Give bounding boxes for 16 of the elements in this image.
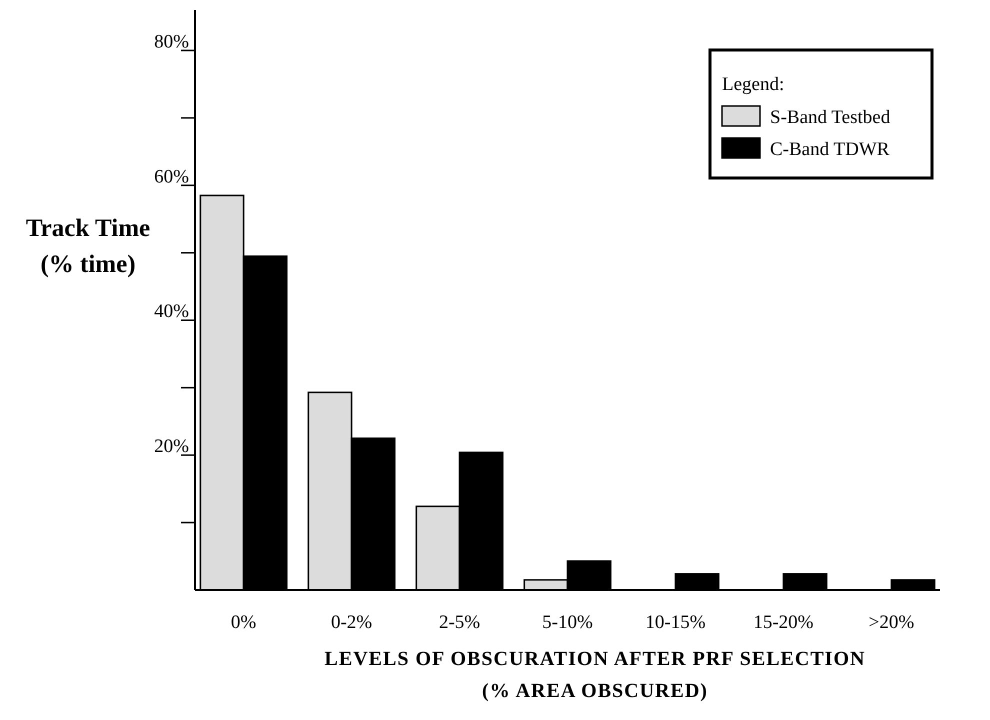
legend-title: Legend: (722, 74, 784, 95)
x-tick-label: 0% (230, 612, 256, 633)
y-axis-title: Track Time (% time) (26, 215, 150, 278)
y-tick-label: 60% (154, 166, 190, 188)
y-tick-label: 20% (154, 436, 190, 458)
x-tick-label: 15-20% (753, 612, 814, 633)
legend-label: S-Band Testbed (770, 107, 891, 128)
y-tick-label: 80% (154, 31, 190, 52)
x-axis-title: LEVELS OF OBSCURATION AFTER PRF SELECTION (% AREA OBSCURED) (324, 648, 866, 702)
y-tick-label: 40% (154, 301, 190, 322)
x-tick-label: 10-15% (645, 612, 706, 633)
x-tick-label: >20% (868, 612, 914, 633)
legend-label: C-Band TDWR (770, 139, 890, 160)
x-tick-label: 0-2% (330, 612, 372, 633)
x-tick-label: 5-10% (542, 612, 593, 633)
x-tick-label: 2-5% (438, 612, 480, 633)
